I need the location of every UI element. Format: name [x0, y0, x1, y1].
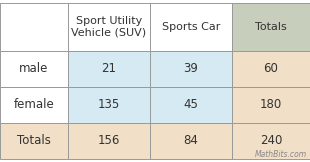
Bar	[150, 87, 232, 123]
Bar	[68, 3, 150, 51]
Bar	[232, 87, 310, 123]
Bar	[0, 87, 68, 123]
Text: 156: 156	[98, 134, 120, 147]
Bar	[232, 51, 310, 87]
Text: 60: 60	[264, 63, 278, 75]
Text: 21: 21	[101, 63, 117, 75]
Text: Sports Car: Sports Car	[162, 22, 220, 32]
Bar	[0, 51, 68, 87]
Bar	[0, 123, 68, 159]
Text: 39: 39	[184, 63, 198, 75]
Text: male: male	[19, 63, 49, 75]
Bar	[150, 123, 232, 159]
Text: 180: 180	[260, 98, 282, 111]
Text: 45: 45	[184, 98, 198, 111]
Text: 135: 135	[98, 98, 120, 111]
Text: 240: 240	[260, 134, 282, 147]
Text: Sport Utility
Vehicle (SUV): Sport Utility Vehicle (SUV)	[71, 16, 147, 38]
Text: 84: 84	[184, 134, 198, 147]
Bar	[68, 123, 150, 159]
Bar	[232, 3, 310, 51]
Bar	[68, 87, 150, 123]
Bar	[68, 51, 150, 87]
Text: female: female	[14, 98, 54, 111]
Text: Totals: Totals	[255, 22, 287, 32]
Text: Totals: Totals	[17, 134, 51, 147]
Bar	[150, 51, 232, 87]
Text: MathBits.com: MathBits.com	[255, 150, 307, 159]
Bar	[232, 123, 310, 159]
Bar	[0, 3, 68, 51]
Bar	[150, 3, 232, 51]
